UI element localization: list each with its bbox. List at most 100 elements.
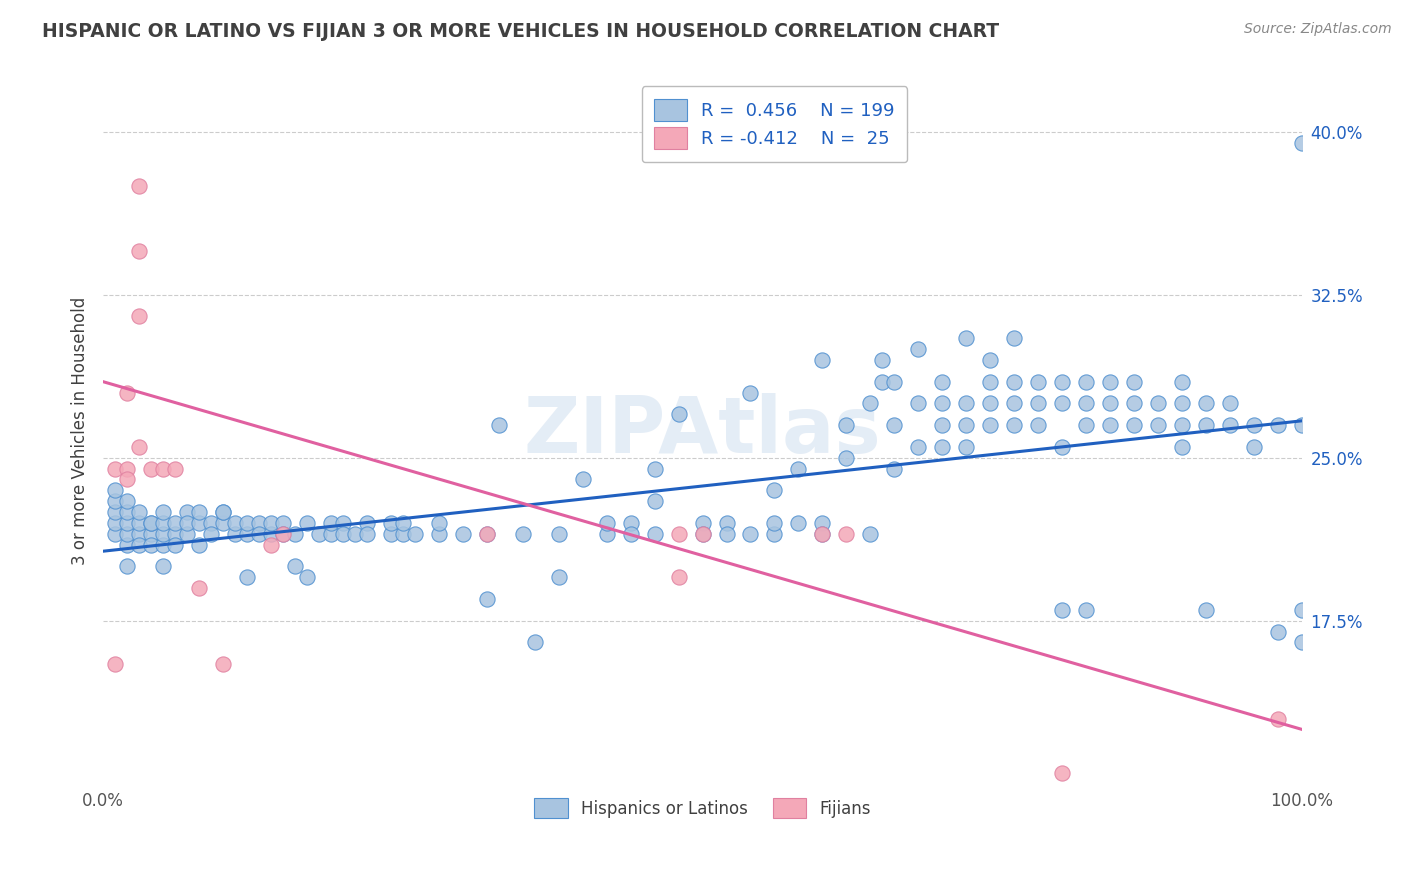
Point [1267,712,1289,726]
Point [883,461,905,475]
Point [644,461,666,475]
Point [139,516,162,530]
Point [1076,418,1098,433]
Point [692,526,714,541]
Point [247,526,270,541]
Point [176,505,198,519]
Point [931,375,953,389]
Point [152,505,174,519]
Point [1267,418,1289,433]
Point [115,526,138,541]
Point [1026,375,1049,389]
Point [188,581,211,595]
Point [115,494,138,508]
Point [212,516,235,530]
Point [427,526,450,541]
Point [1002,396,1025,410]
Point [188,538,211,552]
Point [716,526,738,541]
Point [1002,331,1025,345]
Point [165,538,187,552]
Point [115,559,138,574]
Point [1026,418,1049,433]
Point [811,526,834,541]
Point [295,516,318,530]
Point [811,353,834,368]
Point [104,461,127,475]
Point [260,526,283,541]
Point [835,526,858,541]
Point [979,353,1001,368]
Point [139,526,162,541]
Point [128,526,150,541]
Point [236,516,259,530]
Point [1171,396,1194,410]
Point [1099,418,1122,433]
Point [392,516,415,530]
Point [200,516,222,530]
Point [787,516,810,530]
Point [343,526,366,541]
Point [1195,603,1218,617]
Point [176,526,198,541]
Point [488,418,510,433]
Point [668,526,690,541]
Point [1291,136,1313,150]
Point [115,461,138,475]
Y-axis label: 3 or more Vehicles in Household: 3 or more Vehicles in Household [72,296,89,565]
Point [427,516,450,530]
Point [907,342,929,356]
Point [859,526,882,541]
Point [523,635,546,649]
Point [1050,603,1073,617]
Point [835,450,858,465]
Point [128,505,150,519]
Point [692,526,714,541]
Point [104,494,127,508]
Point [1050,765,1073,780]
Point [404,526,426,541]
Point [979,418,1001,433]
Point [1026,396,1049,410]
Point [955,418,977,433]
Point [271,526,294,541]
Point [1076,603,1098,617]
Point [200,526,222,541]
Text: HISPANIC OR LATINO VS FIJIAN 3 OR MORE VEHICLES IN HOUSEHOLD CORRELATION CHART: HISPANIC OR LATINO VS FIJIAN 3 OR MORE V… [42,22,1000,41]
Point [1219,396,1241,410]
Point [152,526,174,541]
Point [104,516,127,530]
Point [907,440,929,454]
Point [115,516,138,530]
Point [1147,418,1170,433]
Point [1219,418,1241,433]
Point [104,657,127,672]
Point [128,179,150,194]
Point [128,310,150,324]
Point [872,353,894,368]
Point [1243,418,1265,433]
Point [236,526,259,541]
Text: Source: ZipAtlas.com: Source: ZipAtlas.com [1244,22,1392,37]
Point [176,516,198,530]
Point [763,516,786,530]
Point [475,526,498,541]
Point [763,483,786,498]
Point [212,505,235,519]
Point [668,407,690,421]
Point [955,331,977,345]
Point [128,440,150,454]
Point [955,440,977,454]
Point [547,570,569,584]
Point [1195,396,1218,410]
Point [811,516,834,530]
Point [332,526,354,541]
Point [716,516,738,530]
Point [188,516,211,530]
Point [224,526,246,541]
Point [692,516,714,530]
Point [224,516,246,530]
Point [332,516,354,530]
Point [787,461,810,475]
Point [139,516,162,530]
